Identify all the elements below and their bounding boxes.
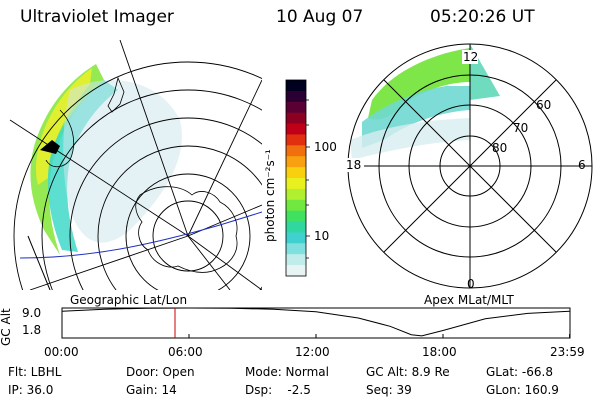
mlt-label-6: 6	[578, 158, 586, 172]
mlat-label-60: 60	[536, 98, 552, 112]
dsp-field: Dsp: -2.5	[245, 383, 311, 397]
color-bar-segment	[286, 178, 306, 190]
mlt-label-18: 18	[346, 158, 362, 172]
altitude-line	[61, 307, 570, 337]
time-label: 05:20:26 UT	[430, 7, 535, 27]
color-bar-segment	[286, 101, 306, 114]
door-field: Door: Open	[126, 365, 195, 379]
latitude-circles	[13, 61, 262, 290]
altitude-ytick-9: 9.0	[22, 306, 42, 320]
color-bar-segment	[286, 265, 306, 277]
date-label: 10 Aug 07	[276, 7, 364, 27]
mlat-label-80: 80	[492, 141, 508, 155]
new-zealand-outline	[107, 76, 125, 113]
diffuse-emission	[63, 80, 182, 243]
australia-coast	[45, 109, 74, 168]
antarctica-outline	[135, 186, 238, 273]
panel-edge	[27, 235, 51, 290]
apex-polar-plot	[347, 43, 593, 289]
aurora-band-outer	[30, 64, 105, 255]
altitude-plot-frame	[61, 307, 571, 339]
altitude-xtick-2359: 23:59	[550, 345, 585, 359]
mlt-label-bg-left	[344, 158, 364, 172]
colorbar-label: photon cm⁻²s⁻¹	[263, 149, 277, 242]
color-bar-segment	[286, 221, 306, 233]
mlt-label-bg	[462, 50, 478, 64]
altitude-ylabel: GC Alt	[0, 308, 13, 346]
color-bar-frame	[285, 79, 307, 277]
gain-field: Gain: 14	[126, 383, 177, 397]
color-bar-ticks	[306, 99, 310, 259]
mode-field: Mode: Normal	[245, 365, 329, 379]
mlt-label-12: 12	[463, 50, 479, 64]
geographic-map	[9, 40, 262, 290]
color-bar-segment	[286, 80, 306, 92]
glon-field: GLon: 160.9	[486, 383, 559, 397]
color-bar-segment	[286, 123, 306, 135]
glat-field: GLat: -66.8	[486, 365, 553, 379]
color-bar-segment	[286, 199, 306, 212]
color-bar-segment	[286, 254, 306, 266]
colorbar-tick-100: 100	[314, 140, 337, 154]
color-bar-segment	[286, 145, 306, 157]
altitude-x-ticks	[61, 334, 571, 338]
instrument-title: Ultraviolet Imager	[20, 7, 174, 27]
mlt-spokes	[348, 44, 592, 288]
polar-aurora-green	[368, 48, 470, 120]
filter-field: Flt: LBHL	[8, 365, 62, 379]
mlt-label-0: 0	[467, 277, 475, 291]
color-bar-segment	[286, 134, 306, 146]
coast-fragment	[40, 140, 60, 154]
color-bar-segment	[286, 90, 306, 103]
altitude-xtick-0600: 06:00	[168, 345, 203, 359]
color-bar-segment	[286, 167, 306, 179]
color-bar-segment	[286, 156, 306, 168]
ip-field: IP: 36.0	[8, 383, 54, 397]
mlat-label-70: 70	[513, 121, 529, 135]
color-bar-segment	[286, 112, 306, 125]
color-bar-segment	[286, 210, 306, 223]
color-bar-segment	[286, 188, 306, 201]
altitude-xtick-1200: 12:00	[295, 345, 330, 359]
altitude-ytick-1-8: 1.8	[22, 323, 42, 337]
left-panel-label: Geographic Lat/Lon	[70, 293, 188, 307]
terminator-line	[19, 211, 262, 259]
right-panel-label: Apex MLat/MLT	[424, 293, 514, 307]
colorbar-tick-10: 10	[314, 229, 330, 243]
altitude-xtick-1800: 18:00	[422, 345, 457, 359]
color-bar	[286, 80, 306, 277]
altitude-y-ticks	[62, 307, 66, 339]
gc-alt-field: GC Alt: 8.9 Re	[366, 365, 450, 379]
color-bar-segment	[286, 232, 306, 244]
color-bar-segment	[286, 243, 306, 255]
seq-field: Seq: 39	[366, 383, 412, 397]
altitude-xtick-0000: 00:00	[44, 345, 79, 359]
